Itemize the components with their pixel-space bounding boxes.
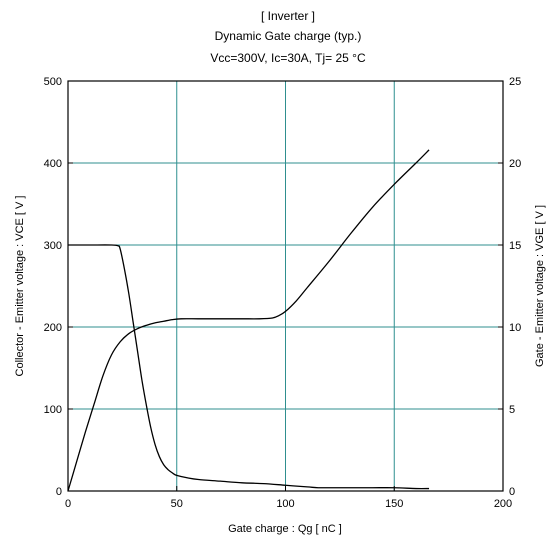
y-left-tick-label: 200 [44,322,62,334]
y-right-tick-label: 10 [509,322,521,334]
chart-title-line-2: Dynamic Gate charge (typ.) [215,29,362,43]
x-axis-label: Gate charge : Qg [ nC ] [228,523,342,535]
plot-frame [67,80,504,492]
grid-lines [68,81,503,491]
x-tick-label: 150 [385,498,403,510]
x-tick-label: 50 [171,498,183,510]
y-axis-left-label: Collector - Emitter voltage : VCE [ V ] [14,196,26,377]
vce-curve [68,244,430,490]
y-axis-right-label: Gate - Emitter voltage : VGE [ V ] [534,205,546,367]
y-left-tick-label: 100 [44,404,62,416]
chart-title-line-3: Vcc=300V, Ic=30A, Tj= 25 °C [210,51,366,65]
y-left-tick-label: 0 [56,486,62,498]
x-tick-label: 100 [276,498,294,510]
y-left-tick-label: 500 [44,76,62,88]
y-right-tick-label: 20 [509,158,521,170]
y-right-tick-label: 5 [509,404,515,416]
y-left-tick-label: 400 [44,158,62,170]
x-tick-label: 200 [494,498,512,510]
vge-curve [67,149,430,492]
y-right-tick-label: 0 [509,486,515,498]
y-right-tick-label: 25 [509,76,521,88]
y-left-tick-label: 300 [44,240,62,252]
x-tick-label: 0 [65,498,71,510]
chart-title-line-1: [ Inverter ] [261,9,315,23]
series-curves [67,149,430,492]
y-right-tick-label: 15 [509,240,521,252]
